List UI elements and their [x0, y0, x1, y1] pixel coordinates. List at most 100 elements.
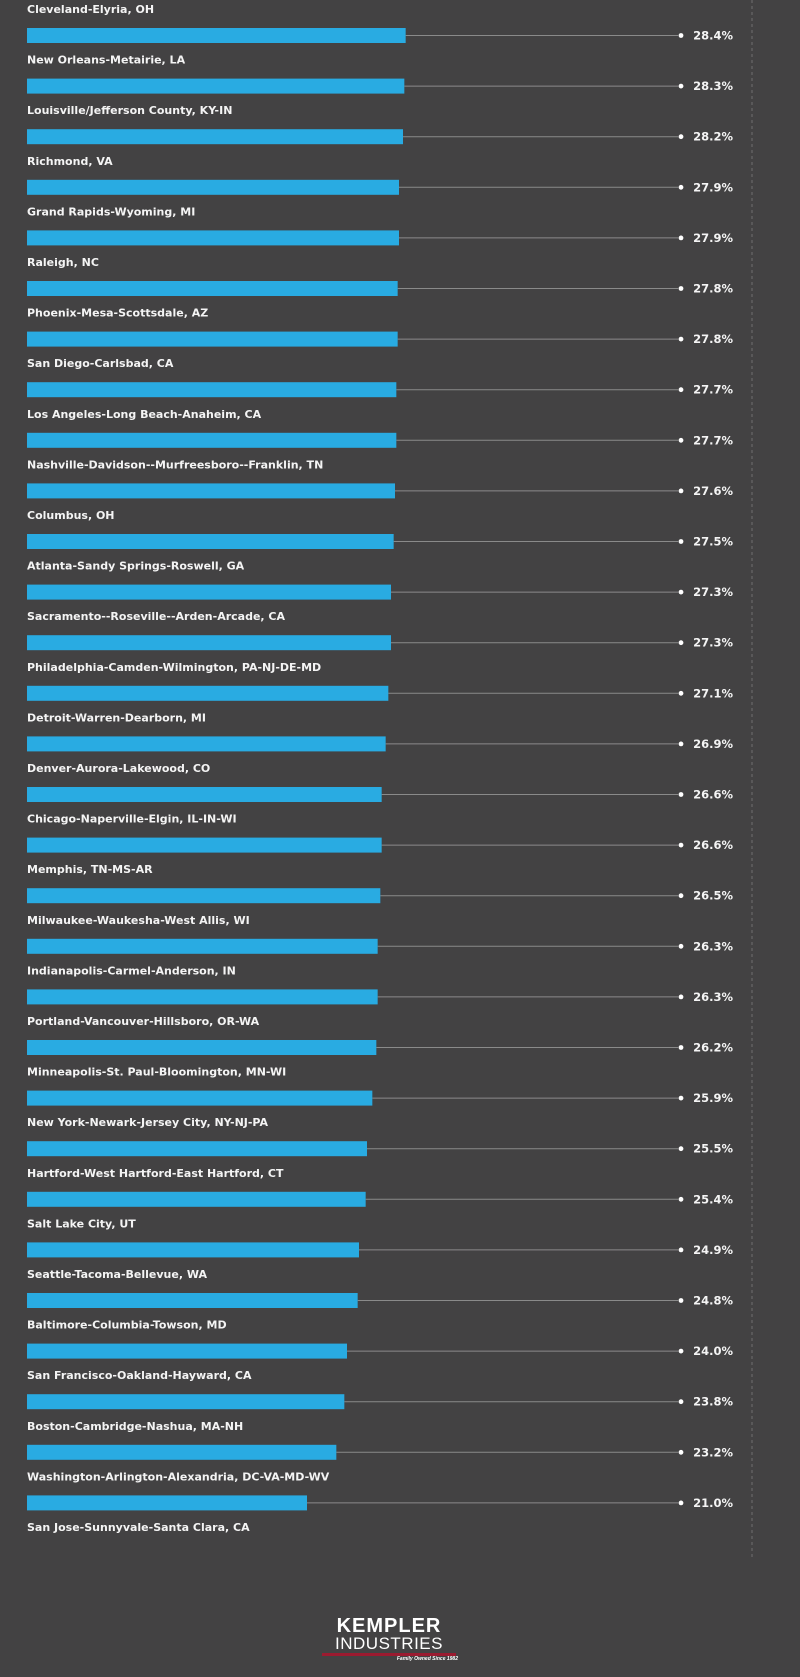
value-label: 23.2% [693, 1445, 733, 1459]
city-label: San Diego-Carlsbad, CA [27, 357, 174, 370]
bar [27, 1444, 337, 1460]
bar [27, 1040, 377, 1055]
value-dot [678, 893, 684, 899]
city-label: Chicago-Naperville-Elgin, IL-IN-WI [27, 813, 237, 826]
value-label: 28.2% [693, 130, 733, 144]
value-dot [678, 1500, 684, 1506]
value-dot [678, 640, 684, 646]
value-label: 26.3% [693, 990, 733, 1004]
bar [27, 1242, 359, 1258]
bar [27, 483, 395, 499]
value-dot [678, 286, 684, 291]
value-label: 27.3% [693, 585, 733, 599]
city-label: Indianapolis-Carmel-Anderson, IN [27, 964, 236, 977]
bar [27, 179, 399, 195]
bar-chart: Cleveland-Elyria, OH 28.4% New Orleans-Met… [27, 0, 753, 1558]
city-label: Louisville/Jefferson County, KY-IN [27, 104, 232, 117]
city-label: Atlanta-Sandy Springs-Roswell, GA [27, 560, 245, 573]
value-dot [678, 1196, 684, 1202]
value-dot [678, 994, 684, 1000]
bar [27, 1191, 366, 1207]
city-label: New Orleans-Metairie, LA [27, 54, 186, 67]
value-label: 25.9% [693, 1091, 733, 1105]
city-label: Los Angeles-Long Beach-Anaheim, CA [27, 408, 262, 421]
value-dot [678, 488, 684, 494]
city-label: Richmond, VA [27, 155, 113, 168]
value-dot [678, 33, 684, 38]
city-label: Denver-Aurora-Lakewood, CO [27, 762, 210, 775]
value-label: 27.1% [693, 686, 733, 700]
brand-name: KEMPLER [336, 1615, 442, 1637]
value-dot [678, 690, 684, 696]
brand-subname: INDUSTRIES [335, 1634, 443, 1653]
brand-accent-line [322, 1653, 456, 1656]
value-label: 24.0% [693, 1344, 733, 1358]
city-label: Salt Lake City, UT [27, 1217, 136, 1230]
value-label: 24.9% [693, 1243, 733, 1257]
city-label: Sacramento--Roseville--Arden-Arcade, CA [27, 610, 285, 623]
value-label: 28.4% [693, 29, 733, 43]
value-label: 27.6% [693, 484, 733, 498]
bar [27, 432, 397, 448]
value-dot [678, 83, 684, 89]
value-dot [678, 336, 684, 342]
value-dot [678, 387, 684, 393]
city-label: Boston-Cambridge-Nashua, MA-NH [27, 1420, 243, 1433]
bar [27, 129, 403, 145]
value-dot [678, 589, 684, 595]
value-label: 25.5% [693, 1142, 733, 1156]
bar [27, 685, 389, 701]
city-label: Minneapolis-St. Paul-Bloomington, MN-WI [27, 1066, 286, 1079]
value-dot [678, 1247, 684, 1253]
bar [27, 736, 386, 752]
city-label: Seattle-Tacoma-Bellevue, WA [27, 1268, 207, 1281]
value-label: 27.8% [693, 282, 733, 296]
city-label: Grand Rapids-Wyoming, MI [27, 205, 195, 218]
value-dot [678, 792, 684, 797]
value-label: 27.9% [693, 180, 733, 194]
value-dot [678, 1399, 684, 1405]
bar [27, 837, 382, 853]
value-label: 27.9% [693, 231, 733, 245]
bar [27, 635, 391, 651]
value-label: 26.2% [693, 1041, 733, 1055]
value-label: 26.9% [693, 737, 733, 751]
value-dot [678, 943, 684, 949]
value-dot [678, 1449, 684, 1455]
city-label: Baltimore-Columbia-Towson, MD [27, 1319, 227, 1332]
value-label: 27.7% [693, 433, 733, 447]
city-label: Raleigh, NC [27, 256, 99, 269]
bar [27, 28, 406, 43]
value-label: 27.3% [693, 636, 733, 650]
city-label: Nashville-Davidson--Murfreesboro--Frankl… [27, 458, 323, 471]
bar [27, 1141, 367, 1157]
value-dot [678, 1146, 684, 1152]
brand-logo: KEMPLER INDUSTRIES Family Owned Since 19… [318, 1615, 460, 1665]
bar [27, 1394, 345, 1410]
bar [27, 281, 398, 296]
value-label: 26.5% [693, 889, 733, 903]
value-dot [678, 437, 684, 443]
city-label: New York-Newark-Jersey City, NY-NJ-PA [27, 1116, 268, 1129]
value-label: 26.6% [693, 788, 733, 802]
value-label: 27.5% [693, 535, 733, 549]
value-dot [678, 1348, 684, 1354]
bar [27, 584, 391, 600]
bar [27, 1090, 373, 1106]
city-label: Portland-Vancouver-Hillsboro, OR-WA [27, 1015, 260, 1028]
chart-rows: Cleveland-Elyria, OH 28.4% New Orleans-Met… [27, 3, 733, 1534]
value-dot [678, 1298, 684, 1303]
city-label: Washington-Arlington-Alexandria, DC-VA-M… [27, 1470, 330, 1483]
value-label: 24.8% [693, 1294, 733, 1308]
value-dot [678, 184, 684, 190]
city-label: Detroit-Warren-Dearborn, MI [27, 711, 206, 724]
value-dot [678, 1095, 684, 1101]
value-label: 26.3% [693, 939, 733, 953]
value-label: 25.4% [693, 1192, 733, 1206]
value-label: 23.8% [693, 1395, 733, 1409]
bar [27, 230, 399, 246]
city-label: Milwaukee-Waukesha-West Allis, WI [27, 914, 250, 927]
bar [27, 534, 394, 549]
value-dot [678, 1045, 684, 1050]
bar [27, 1495, 307, 1511]
